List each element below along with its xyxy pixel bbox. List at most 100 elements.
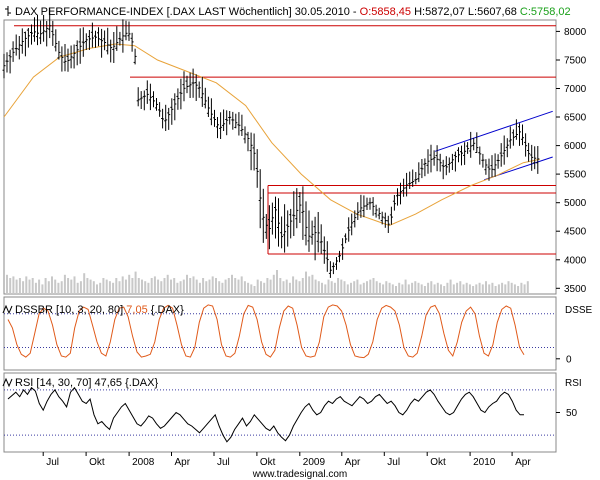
volume-bar [221, 282, 224, 294]
volume-bar [153, 276, 156, 294]
volume-bar [282, 281, 285, 294]
price-bar [380, 211, 384, 225]
volume-bar [160, 281, 163, 294]
price-bar [493, 153, 497, 177]
price-bar [33, 17, 36, 42]
price-bar [417, 162, 421, 183]
price-bar [75, 40, 79, 66]
price-bar [396, 188, 399, 206]
volume-bar [382, 284, 385, 294]
volume-bar [507, 281, 510, 294]
price-bar [347, 217, 351, 242]
volume-bar [63, 274, 66, 294]
price-bar [197, 81, 201, 98]
price-bar [511, 129, 515, 146]
price-bar [63, 44, 67, 72]
price-bar [142, 90, 146, 111]
price-bar [200, 76, 204, 107]
volume-bar [427, 282, 430, 294]
volume-bar [526, 281, 529, 294]
price-bar [356, 202, 360, 220]
price-bar [191, 68, 195, 98]
volume-bar [475, 284, 478, 294]
time-axis-label: 2009 [303, 457, 326, 468]
price-bar [341, 238, 345, 260]
volume-bar [186, 274, 188, 294]
volume-bar [436, 282, 439, 294]
volume-bar [301, 278, 304, 294]
price-bar [252, 133, 256, 171]
price-bar [42, 15, 46, 42]
volume-bar [375, 281, 378, 294]
volume-bar [202, 278, 205, 294]
price-bar [426, 149, 430, 174]
volume-bar [263, 282, 266, 294]
volume-bar [423, 286, 426, 294]
price-bar [374, 204, 378, 218]
volume-bar [385, 281, 388, 294]
volume-bar [520, 282, 523, 294]
price-bar [328, 261, 332, 278]
volume-bar [243, 281, 246, 294]
volume-bar [391, 284, 394, 294]
time-axis-label: Apr [345, 457, 361, 468]
time-axis-label: Okt [430, 457, 446, 468]
volume-bar [443, 286, 446, 294]
price-bar [261, 188, 265, 243]
price-bar [365, 197, 369, 210]
time-axis-label: Apr [175, 457, 191, 468]
volume-bar [398, 282, 401, 294]
price-bar [100, 28, 104, 58]
price-bar [469, 131, 473, 158]
volume-bar [147, 282, 150, 294]
volume-bar [337, 278, 340, 294]
volume-bar [350, 282, 352, 294]
price-bar [301, 186, 305, 240]
volume-bar [173, 278, 176, 294]
price-title: DAX PERFORMANCE-INDEX [.DAX LAST Wöchent… [15, 6, 571, 18]
volume-bar [128, 274, 131, 294]
time-axis-label: Apr [515, 457, 531, 468]
volume-bar [433, 284, 436, 294]
time-axis-label: 2008 [132, 457, 155, 468]
price-bar [283, 204, 287, 253]
price-bar [213, 109, 216, 127]
volume-bar [176, 282, 179, 294]
price-bar [453, 151, 457, 172]
price-bar [158, 102, 162, 117]
rsi-line [7, 386, 524, 443]
price-bar [94, 30, 97, 48]
price-bar [36, 14, 39, 46]
volume-bar [205, 281, 208, 294]
price-bar [97, 27, 100, 47]
price-bar [487, 158, 491, 181]
volume-bar [295, 279, 298, 294]
volume-bar [317, 281, 320, 294]
time-axis-label: 2010 [473, 457, 496, 468]
volume-bar [247, 282, 250, 294]
volume-bar [269, 279, 272, 294]
price-bar [298, 192, 302, 223]
price-bar [60, 46, 64, 72]
volume-bar [459, 281, 462, 294]
volume-bar [166, 274, 169, 294]
price-bar [219, 112, 223, 139]
price-bar [450, 153, 454, 170]
price-bar [51, 20, 55, 46]
price-bar [84, 33, 88, 50]
rsi-title: RSI [14, 30, 70] 47,65 {.DAX} [15, 377, 158, 389]
price-bar [127, 21, 131, 41]
volume-bar [272, 274, 275, 294]
volume-bar [15, 279, 18, 294]
volume-bar [430, 281, 433, 294]
volume-bar [462, 284, 465, 294]
watermark: www.tradesignal.com [252, 469, 347, 480]
volume-bar [253, 286, 256, 294]
price-bar [502, 135, 506, 165]
volume-bar [141, 279, 143, 294]
dss-axis-label: 0 [566, 354, 572, 365]
volume-bar [215, 278, 217, 294]
volume-bar [449, 279, 452, 294]
volume-bar [115, 278, 118, 294]
volume-bar [468, 284, 471, 294]
